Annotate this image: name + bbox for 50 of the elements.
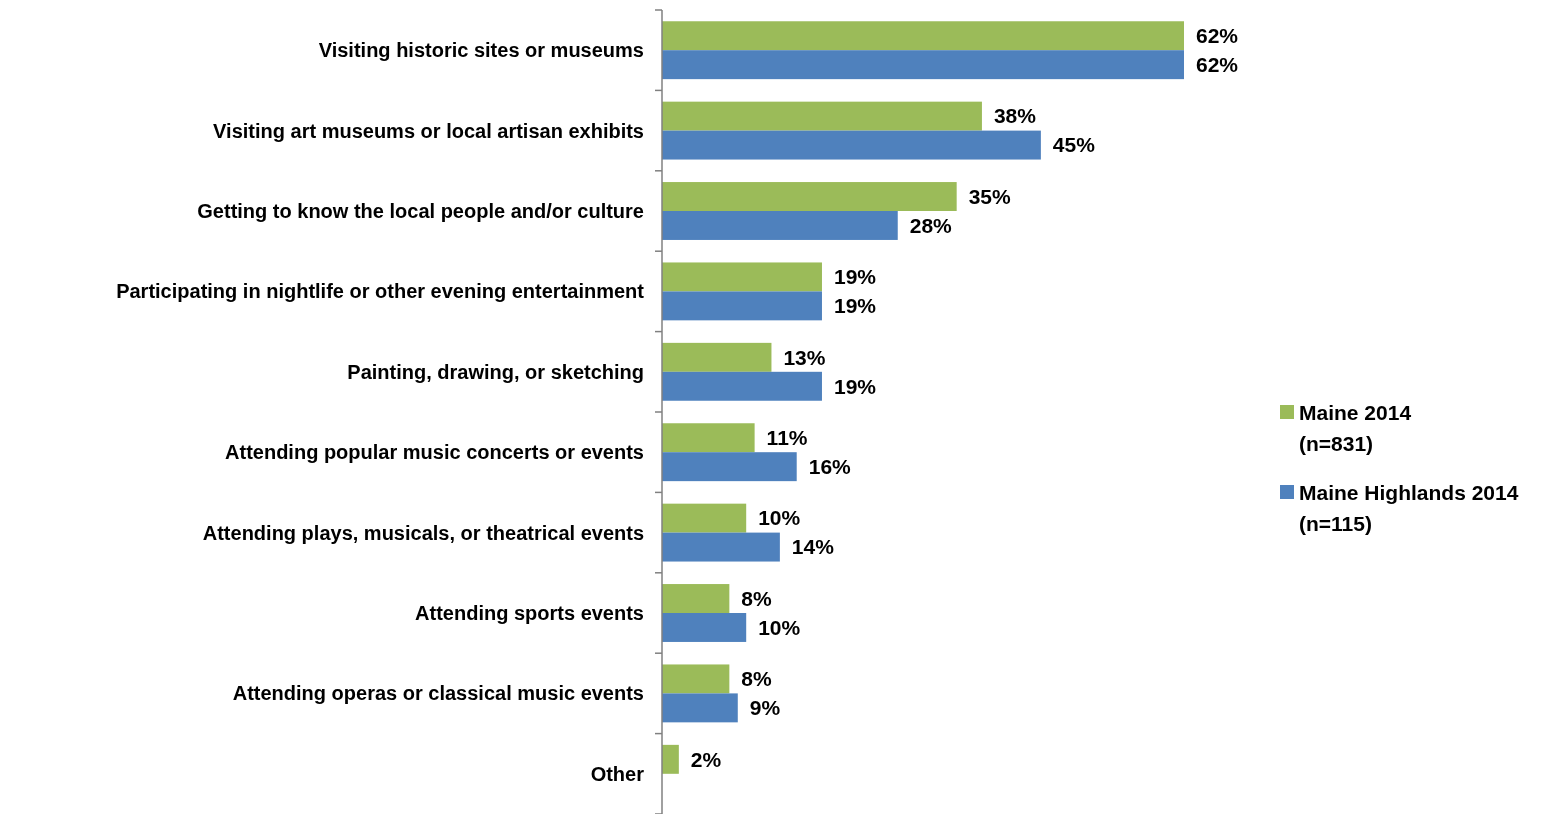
bar bbox=[662, 50, 1184, 80]
y-tick-label: Other bbox=[590, 762, 645, 785]
data-label: 62% bbox=[1196, 24, 1239, 48]
bar bbox=[662, 532, 780, 562]
data-label: 11% bbox=[766, 426, 808, 450]
bar bbox=[662, 452, 797, 482]
bar bbox=[662, 371, 822, 401]
bar bbox=[662, 182, 957, 211]
data-label: 13% bbox=[783, 345, 826, 369]
data-label: 45% bbox=[1052, 133, 1096, 157]
bar bbox=[662, 503, 747, 533]
y-tick-label: Visiting historic sites or museums bbox=[318, 39, 644, 62]
data-label: 10% bbox=[758, 615, 801, 639]
bar bbox=[662, 693, 738, 723]
legend-label: Maine Highlands 2014 (n=115) bbox=[1299, 481, 1519, 536]
data-label: 19% bbox=[833, 265, 877, 289]
y-tick-label: Visiting art museums or local artisan exhibits bbox=[213, 119, 644, 142]
bar bbox=[662, 342, 772, 372]
data-label: 28% bbox=[909, 213, 953, 237]
data-label: 10% bbox=[758, 506, 801, 530]
legend-label: Maine 2014 (n=831) bbox=[1299, 401, 1412, 456]
data-label: 16% bbox=[808, 455, 852, 479]
bar bbox=[662, 262, 822, 292]
data-label: 14% bbox=[791, 535, 835, 559]
bar bbox=[662, 101, 982, 131]
data-label: 2% bbox=[690, 747, 722, 771]
y-tick-label: Attending popular music concerts or events bbox=[225, 441, 644, 464]
data-label: 38% bbox=[993, 104, 1037, 128]
data-label: 9% bbox=[749, 696, 781, 720]
bar bbox=[662, 744, 679, 774]
data-label: 8% bbox=[741, 667, 773, 691]
y-tick-label: Participating in nightlife or other evening entertainment bbox=[116, 280, 645, 303]
y-tick-label: Attending sports events bbox=[415, 602, 644, 624]
bar bbox=[662, 291, 822, 321]
data-label: 62% bbox=[1196, 53, 1239, 77]
y-tick-label: Attending plays, musicals, or theatrical events bbox=[202, 521, 644, 544]
bar bbox=[662, 584, 730, 613]
y-tick-label: Painting, drawing, or sketching bbox=[347, 360, 644, 383]
bar bbox=[662, 664, 730, 694]
bar bbox=[662, 21, 1184, 51]
bar bbox=[662, 423, 755, 453]
bar bbox=[662, 613, 747, 642]
y-tick-label: Getting to know the local people and/or culture bbox=[197, 200, 644, 222]
bar bbox=[662, 211, 898, 240]
data-label: 19% bbox=[833, 374, 877, 398]
y-tick-label: Attending operas or classical music events bbox=[232, 682, 644, 705]
data-label: 19% bbox=[833, 294, 877, 318]
bar bbox=[662, 130, 1041, 160]
data-label: 8% bbox=[741, 586, 773, 610]
data-label: 35% bbox=[968, 184, 1012, 208]
